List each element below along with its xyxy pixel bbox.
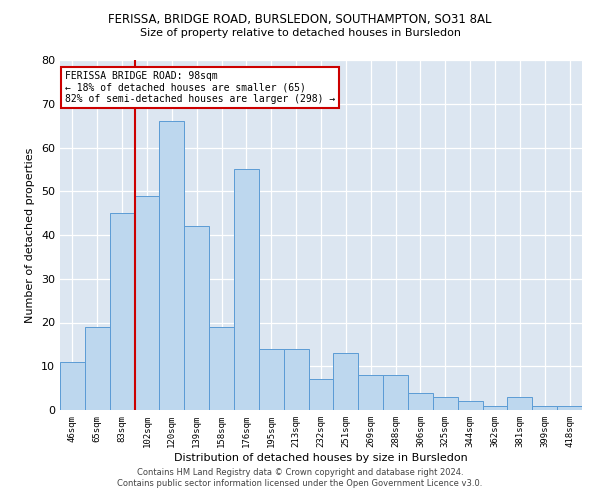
Bar <box>458 401 482 410</box>
Bar <box>134 196 160 410</box>
Bar <box>110 213 134 410</box>
Y-axis label: Number of detached properties: Number of detached properties <box>25 148 35 322</box>
Bar <box>60 362 85 410</box>
Bar <box>433 397 458 410</box>
X-axis label: Distribution of detached houses by size in Bursledon: Distribution of detached houses by size … <box>174 452 468 462</box>
Bar <box>85 327 110 410</box>
Bar <box>284 349 308 410</box>
Bar <box>532 406 557 410</box>
Bar <box>209 327 234 410</box>
Text: Contains HM Land Registry data © Crown copyright and database right 2024.
Contai: Contains HM Land Registry data © Crown c… <box>118 468 482 487</box>
Bar <box>160 122 184 410</box>
Bar <box>557 406 582 410</box>
Bar <box>308 380 334 410</box>
Bar <box>184 226 209 410</box>
Bar <box>334 353 358 410</box>
Bar <box>408 392 433 410</box>
Text: FERISSA, BRIDGE ROAD, BURSLEDON, SOUTHAMPTON, SO31 8AL: FERISSA, BRIDGE ROAD, BURSLEDON, SOUTHAM… <box>108 12 492 26</box>
Bar <box>482 406 508 410</box>
Text: FERISSA BRIDGE ROAD: 98sqm
← 18% of detached houses are smaller (65)
82% of semi: FERISSA BRIDGE ROAD: 98sqm ← 18% of deta… <box>65 70 335 104</box>
Bar <box>234 170 259 410</box>
Bar <box>508 397 532 410</box>
Bar <box>358 375 383 410</box>
Text: Size of property relative to detached houses in Bursledon: Size of property relative to detached ho… <box>139 28 461 38</box>
Bar <box>259 349 284 410</box>
Bar <box>383 375 408 410</box>
